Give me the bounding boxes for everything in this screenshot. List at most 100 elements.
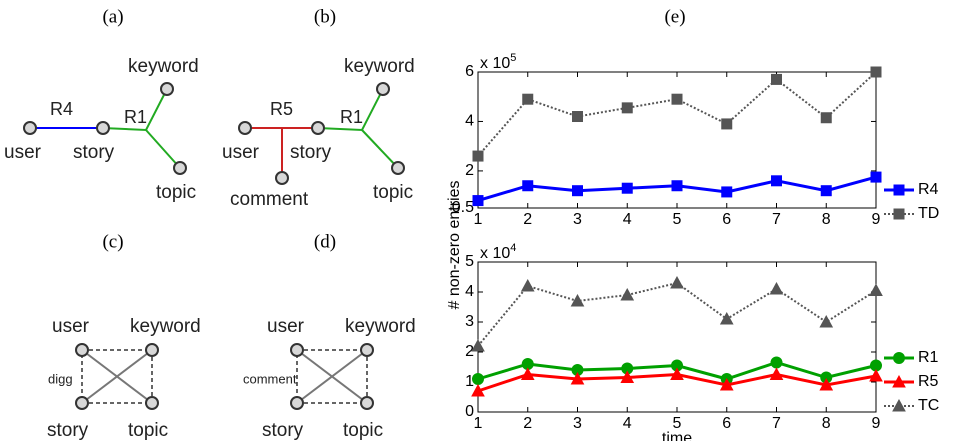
x-tick-label: 9	[872, 211, 881, 228]
y-tick-label: 3	[465, 313, 474, 330]
edge	[361, 129, 399, 169]
y-tick-label: 6	[465, 63, 474, 80]
node	[75, 343, 89, 357]
edge	[296, 349, 368, 404]
series-line	[477, 71, 877, 157]
node-label: user	[52, 316, 90, 337]
node-label: topic	[156, 182, 196, 203]
marker	[820, 112, 832, 124]
legend-label: TD	[918, 205, 939, 222]
marker	[819, 314, 834, 328]
node	[376, 82, 390, 96]
marker	[819, 377, 834, 391]
node-label: keyword	[344, 56, 415, 77]
marker	[472, 150, 484, 162]
node-label: keyword	[345, 316, 416, 337]
x-tick-label: 7	[772, 415, 781, 432]
y-tick-label: 0.5	[452, 199, 474, 216]
marker	[771, 73, 782, 85]
panel-label: (a)	[102, 6, 123, 27]
scale-label: x 105	[480, 52, 516, 72]
edge-label: R1	[340, 107, 363, 127]
legend-marker	[893, 208, 905, 220]
legend-label: R5	[918, 373, 939, 390]
legend-label: TC	[918, 397, 939, 414]
x-tick-label: 2	[523, 415, 532, 432]
edge-label: digg	[48, 371, 73, 386]
diagram-c: user keyword story topic digg	[47, 316, 201, 441]
y-tick-label: 2	[465, 162, 474, 179]
panel-label: (b)	[314, 6, 336, 27]
scale-text: x 10	[480, 55, 510, 72]
node-label: topic	[128, 420, 168, 441]
x-tick-label: 3	[573, 415, 582, 432]
scale-exponent: 5	[510, 52, 516, 64]
node	[96, 121, 110, 135]
node-label: topic	[343, 420, 383, 441]
x-tick-label: 4	[623, 211, 632, 228]
marker	[570, 371, 585, 385]
node-label: story	[73, 142, 115, 163]
node	[23, 121, 37, 135]
node	[160, 82, 174, 96]
x-tick-label: 8	[822, 415, 831, 432]
node	[75, 396, 89, 410]
node-label: comment	[230, 189, 309, 210]
legend-marker	[893, 352, 905, 364]
scale-exponent: 4	[510, 242, 516, 254]
edge	[296, 349, 368, 404]
x-tick-label: 7	[772, 211, 781, 228]
x-axis-label: time	[662, 430, 692, 441]
diagram-a: user story keyword topic R4 R1	[4, 56, 199, 203]
edge	[81, 349, 153, 404]
marker	[621, 102, 633, 114]
marker	[471, 383, 485, 397]
marker	[719, 377, 734, 391]
node	[145, 343, 159, 357]
scale-text: x 10	[480, 245, 510, 262]
legend-marker	[893, 184, 905, 196]
y-tick-label: 1	[465, 373, 474, 390]
node-label: story	[290, 142, 332, 163]
x-tick-label: 5	[673, 415, 682, 432]
marker	[869, 283, 883, 296]
marker	[671, 93, 683, 105]
marker	[719, 311, 734, 325]
marker	[721, 186, 733, 198]
marker	[769, 281, 784, 295]
y-axis-label: # non-zero entries	[446, 181, 463, 310]
x-tick-label: 1	[474, 415, 483, 432]
marker	[621, 182, 633, 194]
node-label: story	[262, 420, 304, 441]
marker	[721, 118, 733, 130]
marker	[522, 93, 534, 105]
legend-label: R4	[918, 181, 939, 198]
y-tick-label: 5	[465, 253, 474, 270]
node-label: story	[47, 420, 89, 441]
marker	[471, 338, 485, 352]
node	[275, 171, 289, 185]
node	[290, 343, 304, 357]
legend-label: R1	[918, 349, 939, 366]
marker	[572, 185, 583, 197]
node-label: keyword	[130, 316, 201, 337]
edge-label: R1	[124, 107, 147, 127]
node-label: topic	[373, 182, 413, 203]
scale-label: x 104	[480, 242, 516, 262]
node	[391, 161, 405, 175]
y-tick-label: 4	[465, 113, 474, 130]
edge	[145, 129, 181, 169]
panel-label: (e)	[664, 6, 685, 27]
y-tick-label: 0	[465, 403, 474, 420]
marker	[870, 66, 882, 78]
x-tick-label: 4	[623, 415, 632, 432]
marker	[472, 373, 484, 385]
panel-label: (c)	[102, 231, 123, 252]
node	[290, 396, 304, 410]
x-tick-label: 1	[474, 211, 483, 228]
marker	[520, 367, 535, 380]
node-label: user	[222, 142, 260, 163]
y-tick-label: 2	[465, 343, 474, 360]
node-label: user	[4, 142, 42, 163]
